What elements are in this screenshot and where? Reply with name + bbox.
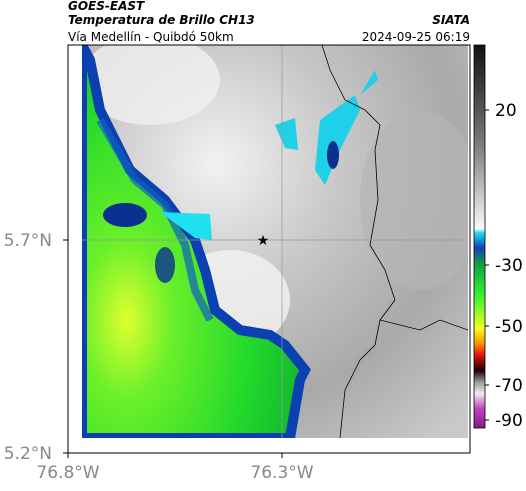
subtitle: Temperatura de Brillo CH13: [68, 13, 255, 27]
colorbar: [473, 44, 486, 429]
colorbar-tick-label: -70: [495, 376, 523, 396]
lat-label: 5.2°N: [4, 444, 52, 464]
satellite-image: ★: [82, 45, 468, 438]
colorbar-tick-label: -50: [495, 317, 523, 337]
lon-label: 76.3°W: [250, 463, 313, 483]
lat-label: 5.7°N: [4, 231, 52, 251]
map-frame: [67, 44, 471, 454]
lon-label: 76.8°W: [36, 463, 99, 483]
colorbar-tick-label: 20: [495, 101, 517, 121]
route: Vía Medellín - Quibdó 50km: [68, 30, 234, 44]
timestamp: 2024-09-25 06:19: [362, 30, 470, 44]
colorbar-tick-label: -90: [495, 411, 523, 431]
source: SIATA: [432, 13, 470, 27]
title: GOES-EAST: [68, 0, 145, 13]
colorbar-tick-label: -30: [495, 256, 523, 276]
svg-text:★: ★: [257, 233, 270, 249]
